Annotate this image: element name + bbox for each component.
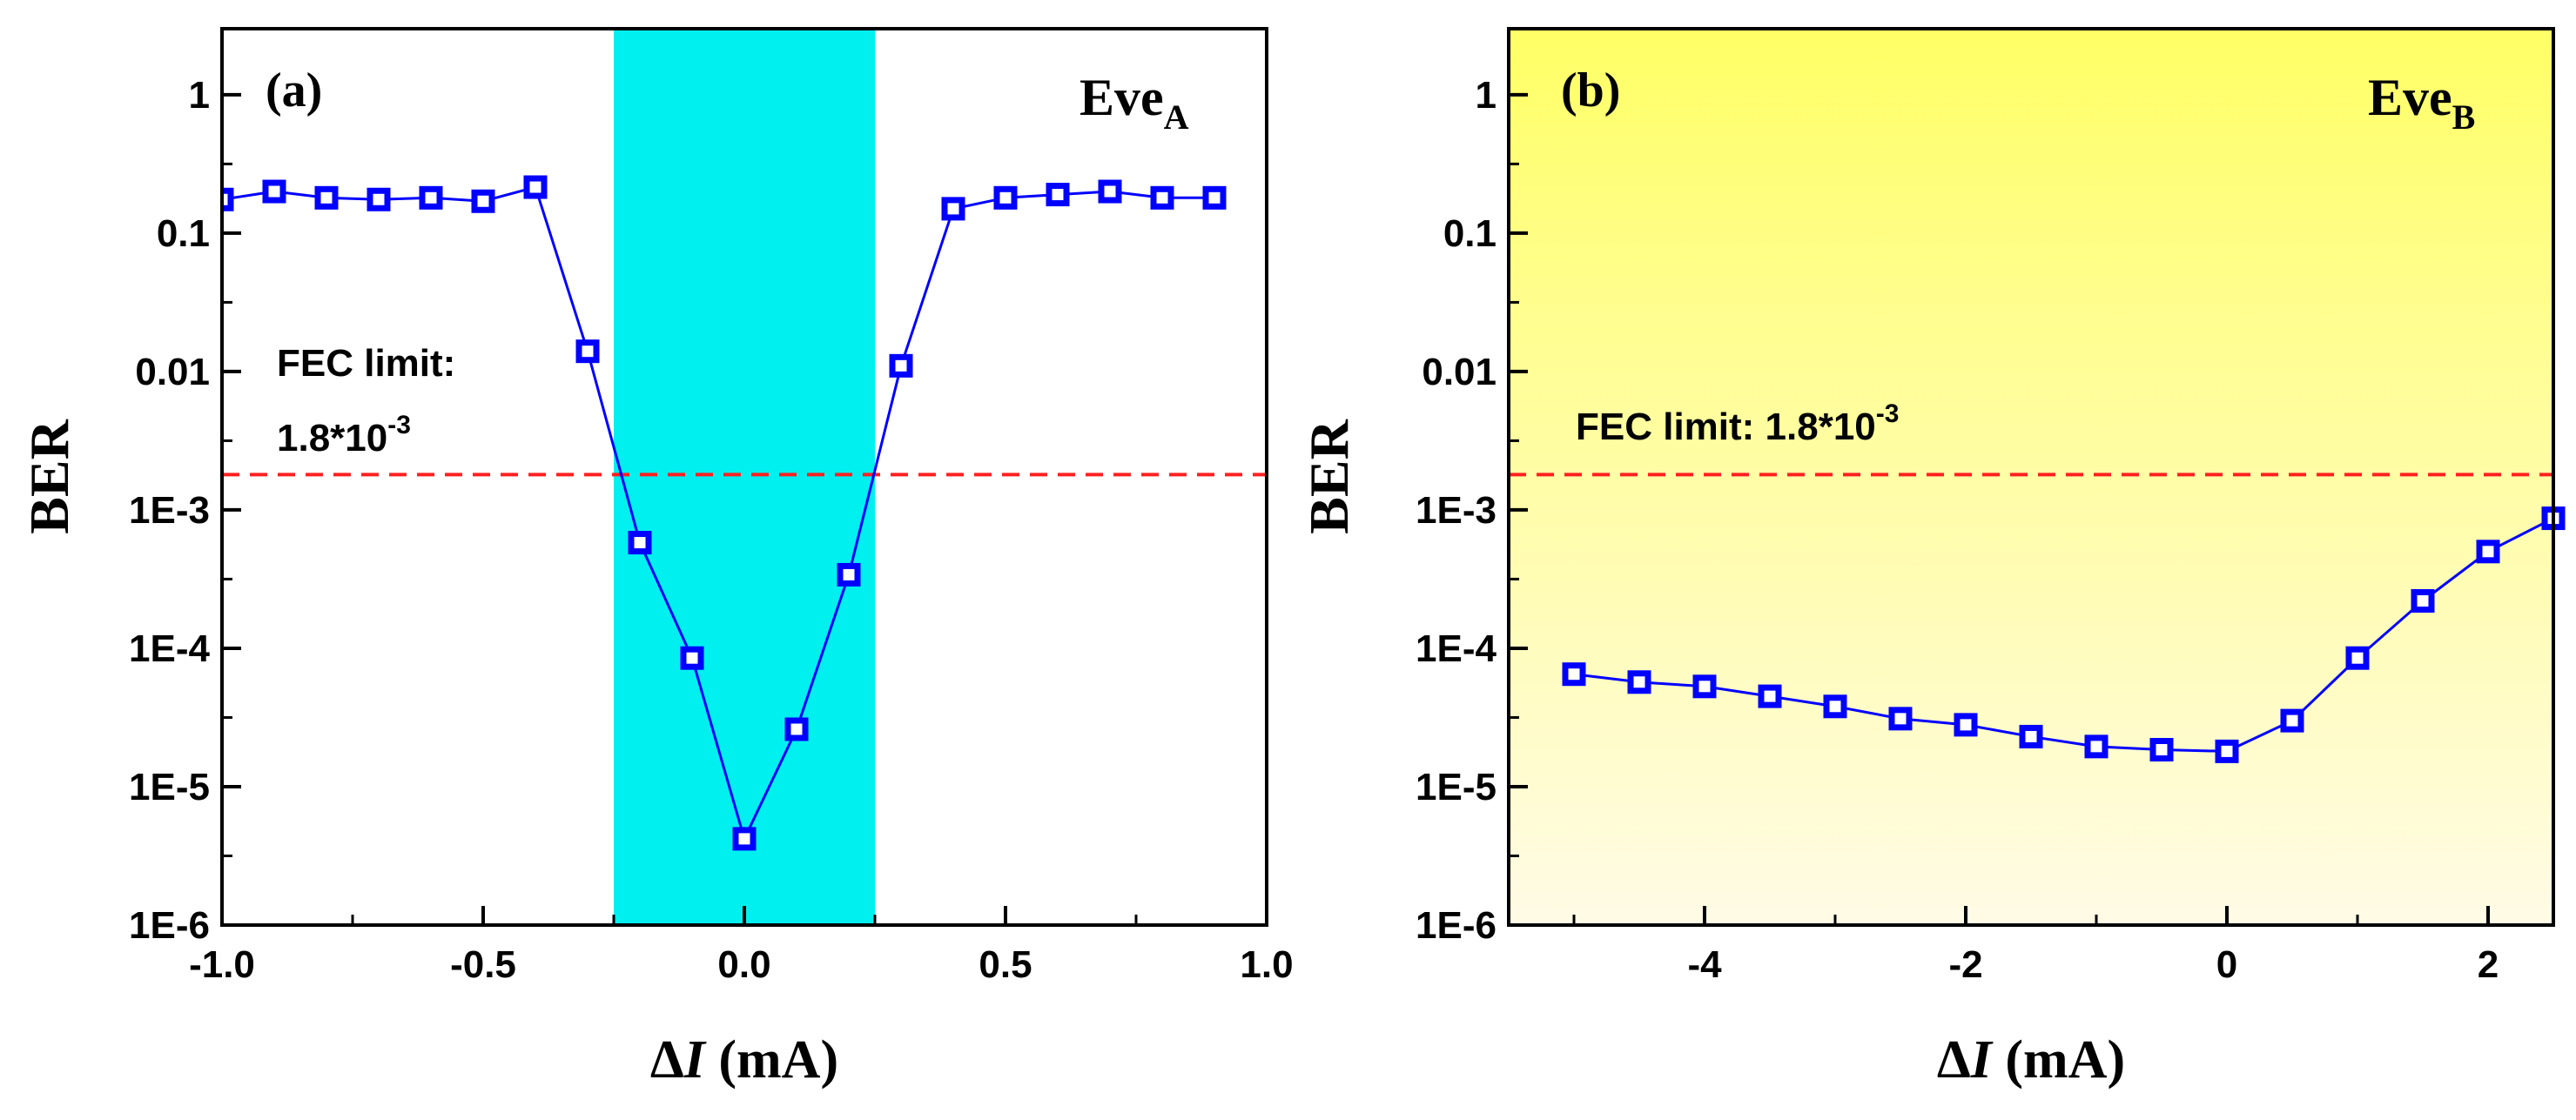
- panel-a-fec-text-line1: FEC limit:: [277, 342, 455, 385]
- data-point-marker: [1692, 674, 1717, 699]
- panel-b-background: [1509, 29, 2553, 925]
- panel-b-series-line: [1573, 517, 2553, 753]
- data-point-marker: [2019, 724, 2043, 748]
- data-point-marker: [2345, 646, 2370, 670]
- data-point-marker: [471, 189, 495, 213]
- data-point-marker: [2476, 540, 2500, 564]
- data-point-marker: [1562, 662, 1586, 687]
- y-tick-label: 0.01: [135, 351, 210, 393]
- data-point-marker: [680, 646, 704, 670]
- y-tick-label: 1: [189, 74, 210, 117]
- x-tick-label: -0.5: [450, 943, 516, 986]
- data-point-marker: [837, 562, 861, 587]
- data-point-marker: [1954, 713, 1978, 737]
- y-tick-label: 0.01: [1422, 351, 1497, 393]
- data-point-marker: [732, 827, 757, 851]
- panel-b-xlabel-var: I: [1970, 1030, 1994, 1090]
- data-point-marker: [523, 175, 548, 199]
- x-tick-label: 2: [2478, 943, 2499, 986]
- panel-b: 1E-61E-51E-41E-30.010.11 -4 -2 0 2 (b) EveB…: [1298, 27, 2566, 1090]
- y-tick-label: 1E-6: [1416, 904, 1497, 947]
- panel-b-data-line: [1573, 517, 2553, 753]
- y-tick-label: 0.1: [157, 212, 210, 255]
- y-tick-label: 1: [1476, 74, 1497, 117]
- data-point-marker: [222, 187, 234, 211]
- y-tick-label: 1E-4: [1416, 627, 1497, 670]
- data-point-marker: [2411, 589, 2435, 614]
- panel-b-y-axis-label: BER: [1298, 419, 1360, 533]
- data-point-marker: [2280, 708, 2304, 733]
- panel-b-fec-text: FEC limit: 1.8*10-3: [1576, 399, 1899, 448]
- data-point-marker: [1150, 185, 1174, 210]
- panel-b-fec-value: FEC limit: 1.8*10: [1576, 406, 1876, 448]
- x-tick-label: 0: [2216, 943, 2237, 986]
- x-tick-label: 1.0: [1240, 943, 1293, 986]
- data-point-marker: [628, 531, 652, 555]
- panel-b-markers: [1562, 506, 2566, 763]
- panel-b-frame: [1507, 27, 2555, 927]
- data-point-marker: [1046, 183, 1070, 207]
- panel-a-x-ticks: -1.0 -0.5 0.0 0.5 1.0: [189, 906, 1294, 986]
- panel-b-label: (b): [1561, 64, 1620, 117]
- x-tick-label: 0.5: [979, 943, 1032, 986]
- panel-a-x-axis-label: ΔI (mA): [650, 1030, 838, 1090]
- data-point-marker: [2215, 739, 2239, 763]
- panel-a-markers: [222, 175, 1227, 851]
- panel-a-fec-text-line2: 1.8*10-3: [277, 411, 411, 459]
- data-point-marker: [1888, 707, 1913, 731]
- panel-b-x-axis-label: ΔI (mA): [1937, 1030, 2125, 1090]
- y-tick-label: 0.1: [1443, 212, 1497, 255]
- panel-a-shaded-region: [614, 29, 875, 925]
- panel-b-eve-label: EveB: [2368, 69, 2475, 137]
- panel-b-xlabel-unit: (mA): [1992, 1030, 2125, 1090]
- panel-a-fec-exponent: -3: [387, 411, 411, 439]
- y-tick-label: 1E-5: [1416, 766, 1497, 808]
- panel-a-y-axis-label: BER: [18, 419, 80, 533]
- panel-a-xlabel-delta: Δ: [650, 1030, 684, 1090]
- data-point-marker: [889, 353, 913, 378]
- y-tick-label: 1E-5: [129, 766, 210, 808]
- panel-a-xlabel-unit: (mA): [705, 1030, 838, 1090]
- data-point-marker: [1758, 684, 1782, 708]
- panel-b-xlabel-delta: Δ: [1937, 1030, 1971, 1090]
- y-tick-label: 1E-4: [129, 627, 210, 670]
- data-point-marker: [1202, 185, 1227, 210]
- y-tick-label: 1E-6: [129, 904, 210, 947]
- panel-a-y-ticks: 1E-6 1E-5 1E-4 1E-3 0.01 0.1 1: [129, 74, 241, 947]
- panel-a: 1E-6 1E-5 1E-4 1E-3 0.01 0.1 1 -1.0 -0.5 0.0 0.5 1…: [18, 27, 1294, 1090]
- panel-a-eve-main: Eve: [1079, 69, 1164, 126]
- panel-a-eve-sub: A: [1164, 97, 1189, 137]
- data-point-marker: [2149, 737, 2174, 761]
- y-tick-label: 1E-3: [1416, 489, 1497, 532]
- x-tick-label: -2: [1948, 943, 1982, 986]
- data-point-marker: [1098, 179, 1122, 204]
- data-point-marker: [262, 179, 286, 204]
- y-tick-label: 1E-3: [129, 489, 210, 532]
- x-tick-label: -4: [1687, 943, 1722, 986]
- x-tick-label: 0.0: [717, 943, 770, 986]
- panel-b-eve-sub: B: [2452, 97, 2476, 137]
- panel-b-eve-main: Eve: [2368, 69, 2452, 126]
- panel-a-xlabel-var: I: [683, 1030, 707, 1090]
- data-point-marker: [367, 187, 391, 211]
- panel-a-eve-label: EveA: [1079, 69, 1189, 137]
- data-point-marker: [784, 717, 809, 741]
- x-tick-label: -1.0: [189, 943, 255, 986]
- panel-b-y-ticks: 1E-6 1E-5 1E-4 1E-3 0.01 0.1 1: [1416, 74, 1528, 947]
- data-point-marker: [993, 185, 1018, 210]
- data-point-marker: [419, 185, 443, 210]
- panel-b-fec-exponent: -3: [1876, 399, 1900, 428]
- data-point-marker: [1627, 670, 1651, 694]
- data-point-marker: [575, 339, 600, 364]
- panel-a-label: (a): [266, 64, 322, 117]
- data-point-marker: [314, 185, 339, 210]
- panel-b-x-ticks: -4 -2 0 2: [1572, 906, 2499, 986]
- data-point-marker: [1823, 694, 1847, 719]
- data-point-marker: [941, 197, 965, 221]
- data-point-marker: [2084, 734, 2109, 759]
- panel-a-fec-value: 1.8*10: [277, 417, 387, 459]
